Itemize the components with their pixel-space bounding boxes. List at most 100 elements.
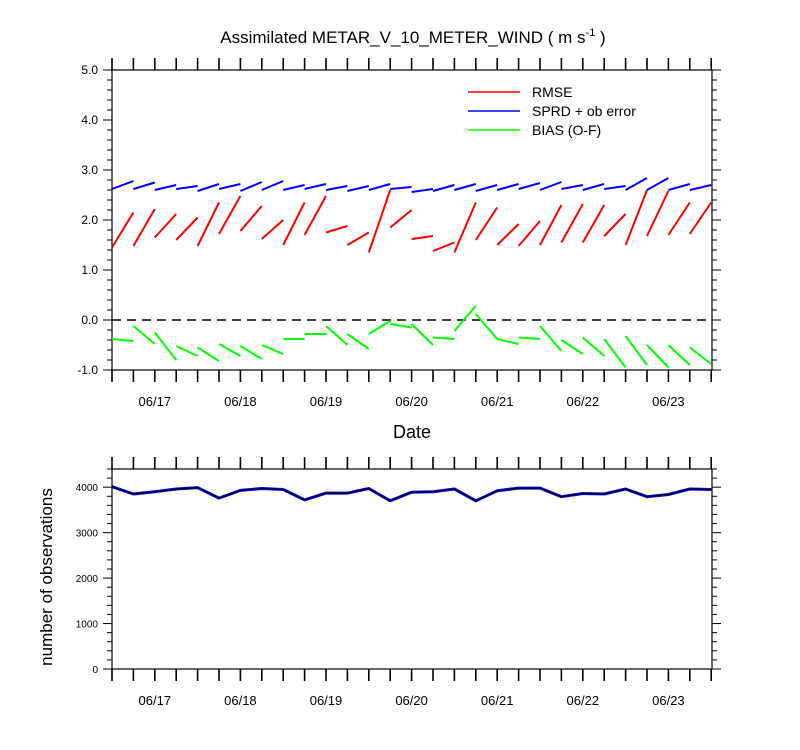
sprd-segment: [668, 183, 691, 191]
top-y-tick-label: 4.0: [81, 113, 98, 127]
top-x-tick-label: 06/20: [395, 394, 428, 409]
sprd-segment: [197, 183, 220, 192]
sprd-segment: [411, 188, 434, 193]
bottom-y-tick-label: 4000: [76, 483, 99, 494]
sprd-segment: [111, 180, 134, 190]
top-axis-ticks: [103, 58, 721, 382]
rmse-segment: [175, 216, 199, 241]
observation-point: [389, 500, 391, 502]
legend-sprd-label: SPRD + ob error: [532, 103, 636, 119]
top-y-tick-label: 1.0: [81, 263, 98, 277]
observation-point: [603, 493, 605, 495]
rmse-segment: [154, 213, 177, 239]
top-x-tick-label: 06/17: [139, 394, 172, 409]
bottom-axis-ticks: [103, 457, 721, 681]
rmse-segment: [517, 220, 541, 247]
observation-point: [453, 488, 455, 490]
sprd-segment: [539, 181, 562, 191]
observation-point: [582, 492, 584, 495]
bias-segment: [539, 325, 563, 352]
rmse-segment: [367, 189, 392, 253]
rmse-segment: [111, 211, 135, 249]
top-y-tick-label: 3.0: [81, 163, 98, 177]
top-x-tick-label: 06/21: [481, 394, 514, 409]
top-x-tick-label: 06/23: [652, 394, 685, 409]
top-series-group: [111, 177, 713, 369]
bottom-y-tick-label: 3000: [76, 529, 99, 540]
bottom-x-tick-label: 06/17: [139, 693, 172, 708]
observation-point: [496, 490, 498, 492]
bias-segment: [197, 346, 220, 362]
observation-point: [132, 493, 134, 495]
bias-segment: [603, 338, 627, 369]
sprd-segment: [154, 184, 177, 191]
bottom-y-tick-label: 1000: [76, 620, 99, 631]
sprd-segment: [604, 185, 626, 190]
rmse-segment: [261, 219, 284, 240]
rmse-segment: [325, 225, 348, 234]
top-y-tick-label: 0.0: [81, 313, 98, 327]
top-y-tick-label: 5.0: [81, 63, 98, 77]
bias-segment: [346, 333, 370, 350]
rmse-segment: [239, 205, 263, 232]
sprd-segment: [432, 184, 455, 192]
observation-point: [625, 488, 627, 490]
bottom-x-tick-label: 06/19: [310, 693, 343, 708]
observation-point: [154, 491, 156, 493]
bottom-y-tick-label: 0: [92, 665, 98, 676]
observation-point: [689, 488, 691, 490]
bottom-x-tick-label: 06/22: [567, 693, 600, 708]
bias-segment: [496, 338, 519, 345]
rmse-segment: [581, 204, 606, 243]
bottom-y-axis-label: number of observations: [37, 488, 56, 666]
observation-point: [261, 487, 263, 490]
observation-point: [667, 493, 670, 496]
sprd-segment: [625, 177, 648, 191]
bias-segment: [390, 323, 412, 329]
chart-title: Assimilated METAR_V_10_METER_WIND ( m s-…: [220, 27, 605, 47]
top-y-tick-label: -1.0: [77, 363, 98, 377]
rmse-segment: [389, 209, 413, 229]
sprd-segment: [454, 183, 477, 191]
rmse-segment: [688, 201, 713, 235]
bottom-x-tick-label: 06/20: [395, 693, 428, 708]
bias-segment: [239, 345, 263, 360]
rmse-segment: [132, 208, 156, 247]
observation-point: [304, 499, 306, 501]
bottom-series-group: [111, 485, 712, 503]
rmse-segment: [459, 202, 477, 238]
chart-title-end: ): [595, 28, 605, 47]
rmse-segment: [474, 206, 499, 241]
rmse-segment: [303, 195, 327, 236]
bias-segment: [624, 335, 648, 366]
sprd-segment: [240, 181, 263, 192]
bias-segment: [261, 344, 284, 355]
top-x-tick-label: 06/18: [224, 394, 257, 409]
rmse-segment: [646, 190, 670, 237]
observation-point: [518, 487, 520, 489]
rmse-segment: [432, 241, 455, 252]
top-x-tick-label: 06/22: [567, 394, 600, 409]
observation-point: [432, 491, 434, 493]
rmse-segment: [496, 223, 520, 246]
legend-bias-label: BIAS (O-F): [532, 122, 601, 138]
bias-segment: [154, 331, 177, 361]
observation-point: [346, 492, 348, 494]
observation-point: [197, 487, 199, 489]
sprd-segment: [518, 182, 541, 190]
observations-line-outer: [111, 485, 712, 503]
bias-segment: [453, 305, 477, 332]
bias-segment: [689, 346, 712, 365]
sprd-segment: [582, 183, 605, 191]
bottom-x-tick-label: 06/18: [224, 693, 257, 708]
rmse-segment: [667, 201, 691, 236]
sprd-segment: [325, 185, 348, 191]
legend: RMSE SPRD + ob error BIAS (O-F): [468, 84, 636, 138]
observation-point: [325, 492, 327, 494]
bottom-plot-frame: [111, 468, 713, 670]
observation-point: [282, 488, 284, 491]
top-y-tick-labels: -1.0 0.0 1.0 2.0 3.0 4.0 5.0: [77, 63, 98, 377]
bias-segment: [218, 343, 241, 357]
sprd-segment: [496, 183, 519, 191]
